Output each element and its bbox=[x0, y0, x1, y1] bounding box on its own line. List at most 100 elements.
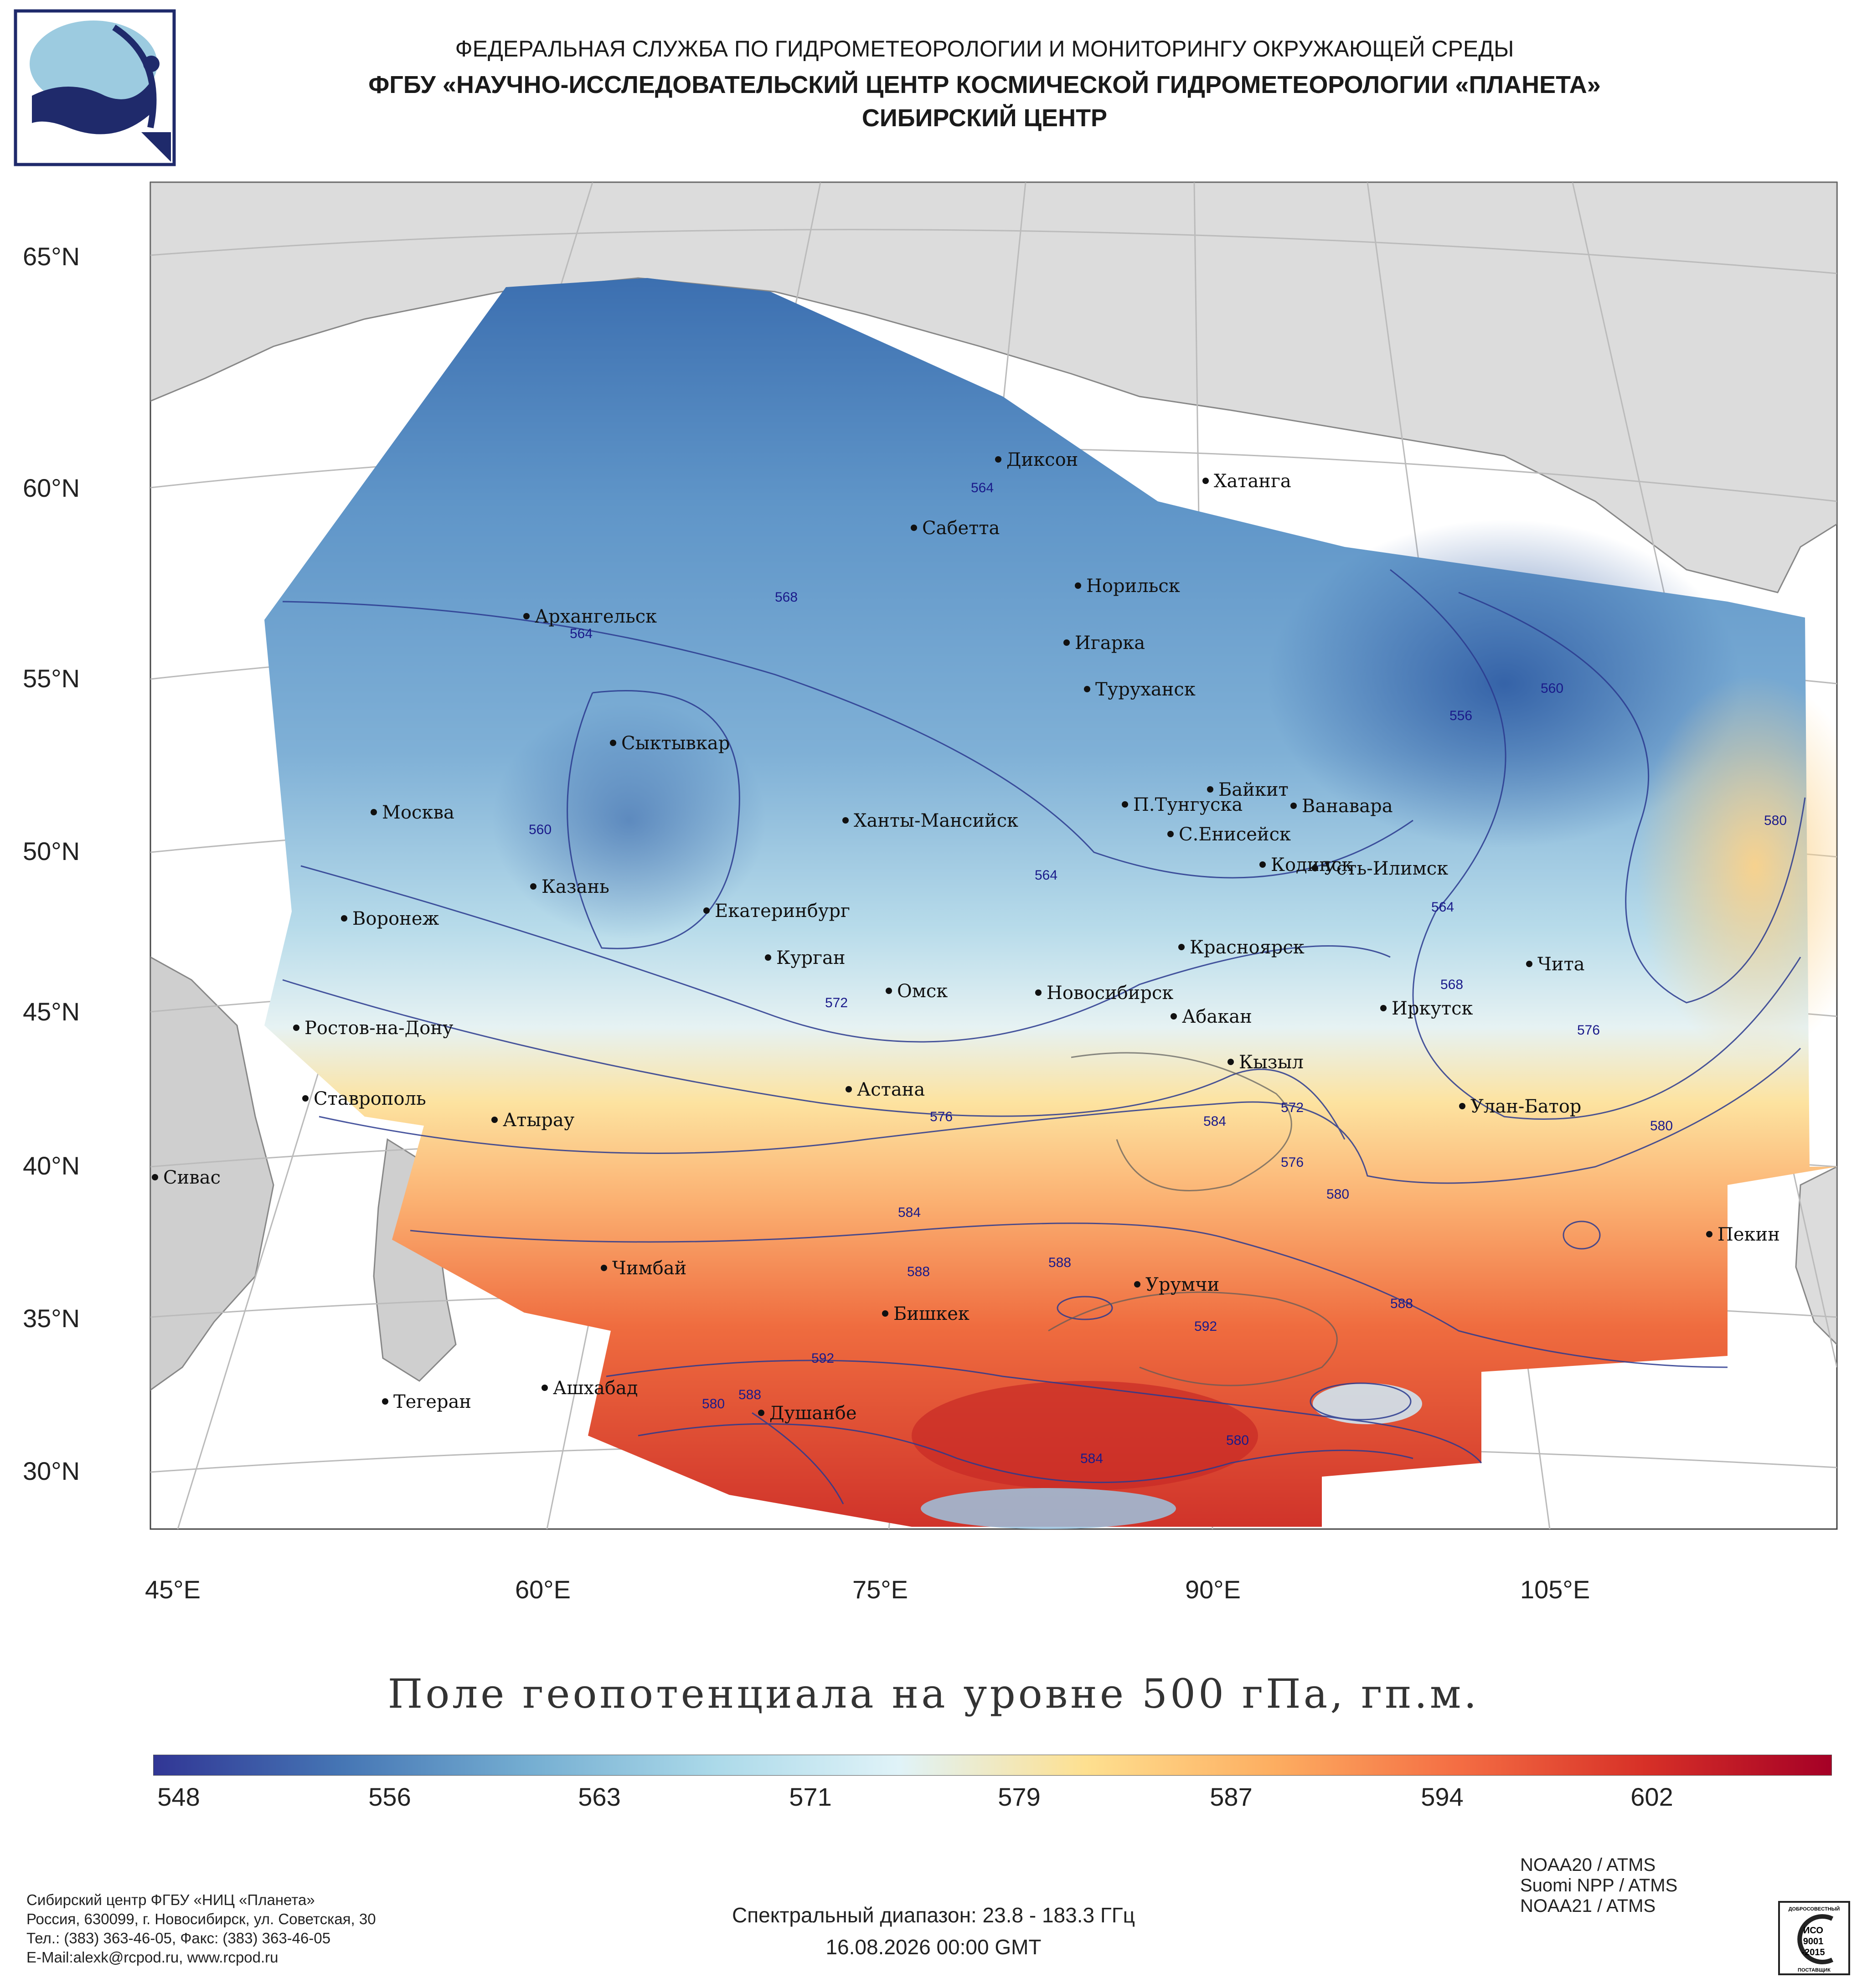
svg-text:-2015: -2015 bbox=[1801, 1947, 1825, 1957]
satellite-label: Suomi NPP / ATMS bbox=[1520, 1875, 1678, 1895]
city-marker bbox=[703, 907, 710, 914]
colorbar-label: 587 bbox=[1210, 1782, 1253, 1811]
iso-certificate-badge: ДОБРОСОВЕСТНЫЙ ИСО 9001 -2015 ПОСТАВЩИК bbox=[1778, 1901, 1850, 1975]
cool-south-east bbox=[1313, 1383, 1422, 1424]
contour-label: 588 bbox=[907, 1264, 930, 1279]
city-label: Сабетта bbox=[922, 518, 1000, 539]
city-label: Астана bbox=[857, 1079, 925, 1100]
header-agency: ФЕДЕРАЛЬНАЯ СЛУЖБА ПО ГИДРОМЕТЕОРОЛОГИИ … bbox=[455, 36, 1514, 62]
city-marker bbox=[995, 456, 1001, 463]
city-marker bbox=[1706, 1231, 1712, 1237]
contour-label: 576 bbox=[1577, 1023, 1600, 1038]
colorbar-label: 594 bbox=[1421, 1782, 1464, 1811]
city-label: Байкит bbox=[1218, 779, 1289, 800]
city-label: Курган bbox=[776, 948, 846, 968]
lat-label: 50°N bbox=[23, 837, 80, 865]
contour-label: 560 bbox=[1541, 681, 1563, 696]
city-label: Ванавара bbox=[1302, 796, 1393, 817]
satellite-label: NOAA21 / ATMS bbox=[1520, 1896, 1656, 1916]
map-title: Поле геопотенциала на уровне 500 гПа, гп… bbox=[387, 1670, 1480, 1717]
city-label: Ханты-Мансийск bbox=[854, 810, 1018, 831]
city-label: Екатеринбург bbox=[715, 901, 850, 922]
city-label: Москва bbox=[382, 802, 454, 823]
city-label: Туруханск bbox=[1095, 679, 1196, 700]
city-label: Ставрополь bbox=[314, 1088, 426, 1109]
svg-text:9001: 9001 bbox=[1803, 1936, 1824, 1947]
lon-label: 90°E bbox=[1185, 1575, 1241, 1604]
contour-label: 564 bbox=[570, 626, 593, 641]
city-label: Воронеж bbox=[352, 908, 439, 929]
spectral-range: Спектральный диапазон: 23.8 - 183.3 ГГц bbox=[732, 1903, 1135, 1927]
svg-text:ПОСТАВЩИК: ПОСТАВЩИК bbox=[1798, 1967, 1831, 1973]
city-label: Хатанга bbox=[1214, 471, 1291, 492]
city-marker bbox=[886, 988, 892, 994]
city-marker bbox=[1227, 1059, 1234, 1065]
contour-label: 592 bbox=[1194, 1319, 1217, 1334]
contour-label: 580 bbox=[1226, 1433, 1249, 1448]
land-east bbox=[1795, 1166, 1837, 1346]
city-label: П.Тунгуска bbox=[1133, 794, 1243, 815]
colorbar-label: 563 bbox=[578, 1782, 621, 1811]
city-marker bbox=[1259, 861, 1266, 868]
city-marker bbox=[542, 1385, 548, 1391]
observation-date: 16.08.2026 00:00 GMT bbox=[825, 1935, 1042, 1959]
city-label: Пекин bbox=[1717, 1224, 1780, 1245]
lon-label: 45°E bbox=[145, 1575, 201, 1604]
city-marker bbox=[1178, 944, 1185, 950]
contour-label: 576 bbox=[1281, 1155, 1304, 1170]
city-marker bbox=[382, 1398, 388, 1405]
contour-label: 580 bbox=[1650, 1118, 1673, 1133]
contour-label: 556 bbox=[1449, 708, 1472, 723]
contour-label: 592 bbox=[811, 1351, 834, 1366]
city-label: Абакан bbox=[1182, 1006, 1252, 1027]
city-label: Омск bbox=[897, 981, 948, 1002]
contour-label: 568 bbox=[775, 590, 798, 605]
city-marker bbox=[1526, 961, 1532, 967]
lat-label: 35°N bbox=[23, 1304, 80, 1333]
contour-label: 572 bbox=[1281, 1100, 1304, 1115]
city-marker bbox=[882, 1310, 888, 1317]
cold-core bbox=[1267, 520, 1741, 848]
contour-label: 576 bbox=[930, 1109, 953, 1124]
city-label: Чита bbox=[1537, 954, 1585, 975]
footer-address: Россия, 630099, г. Новосибирск, ул. Сове… bbox=[26, 1911, 376, 1927]
city-label: Сыктывкар bbox=[621, 733, 730, 754]
planeta-logo bbox=[14, 9, 176, 166]
contour-label: 584 bbox=[1203, 1114, 1226, 1129]
city-marker bbox=[1459, 1103, 1465, 1109]
city-marker bbox=[371, 809, 377, 815]
colorbar-label: 548 bbox=[157, 1782, 200, 1811]
city-marker bbox=[601, 1265, 607, 1271]
city-marker bbox=[911, 525, 917, 531]
city-label: Ростов-на-Дону bbox=[304, 1018, 454, 1039]
city-marker bbox=[1167, 831, 1174, 837]
lon-label: 75°E bbox=[852, 1575, 908, 1604]
city-marker bbox=[758, 1410, 764, 1416]
contour-label: 564 bbox=[971, 480, 994, 495]
city-marker bbox=[1075, 582, 1081, 589]
city-marker bbox=[846, 1086, 852, 1092]
city-label: Чимбай bbox=[612, 1258, 686, 1279]
lat-label: 40°N bbox=[23, 1151, 80, 1180]
lat-label: 30°N bbox=[23, 1457, 80, 1485]
city-marker bbox=[302, 1095, 309, 1102]
colorbar-label: 571 bbox=[789, 1782, 832, 1811]
land-caspian-area bbox=[150, 956, 274, 1391]
city-marker bbox=[530, 883, 536, 890]
contour-label: 560 bbox=[529, 822, 552, 837]
colorbar-label: 579 bbox=[998, 1782, 1041, 1811]
city-label: Новосибирск bbox=[1047, 983, 1173, 1004]
city-marker bbox=[1202, 478, 1209, 484]
city-marker bbox=[293, 1025, 299, 1031]
city-label: Сивас bbox=[163, 1167, 221, 1188]
geopotential-map: 564 568 564 560 556 560 580 564 564 568 … bbox=[150, 181, 1838, 1530]
city-marker bbox=[1380, 1005, 1387, 1011]
city-marker bbox=[491, 1117, 498, 1123]
city-label: Атырау bbox=[503, 1110, 575, 1131]
lat-label: 55°N bbox=[23, 664, 80, 693]
city-label: С.Енисейск bbox=[1179, 824, 1291, 845]
city-label: Тегеран bbox=[393, 1391, 471, 1412]
city-marker bbox=[341, 915, 347, 922]
city-marker bbox=[1290, 803, 1297, 809]
land-arctic bbox=[150, 182, 1837, 593]
